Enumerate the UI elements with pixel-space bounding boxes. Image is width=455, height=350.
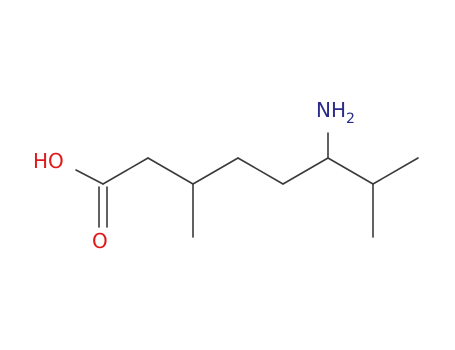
bond <box>282 157 329 185</box>
atom-label: NH2 <box>316 98 355 127</box>
atom-label: O <box>92 229 108 253</box>
bond <box>237 157 284 185</box>
bond <box>147 157 194 185</box>
bonds <box>75 132 419 238</box>
bond <box>75 169 104 185</box>
bond <box>192 157 239 185</box>
bond <box>327 157 374 185</box>
bond <box>102 157 149 185</box>
atom-label-subscript: 2 <box>346 111 355 127</box>
bond <box>372 157 419 185</box>
atom-label-text: NH <box>316 98 346 122</box>
atom-label: HO <box>33 149 64 173</box>
